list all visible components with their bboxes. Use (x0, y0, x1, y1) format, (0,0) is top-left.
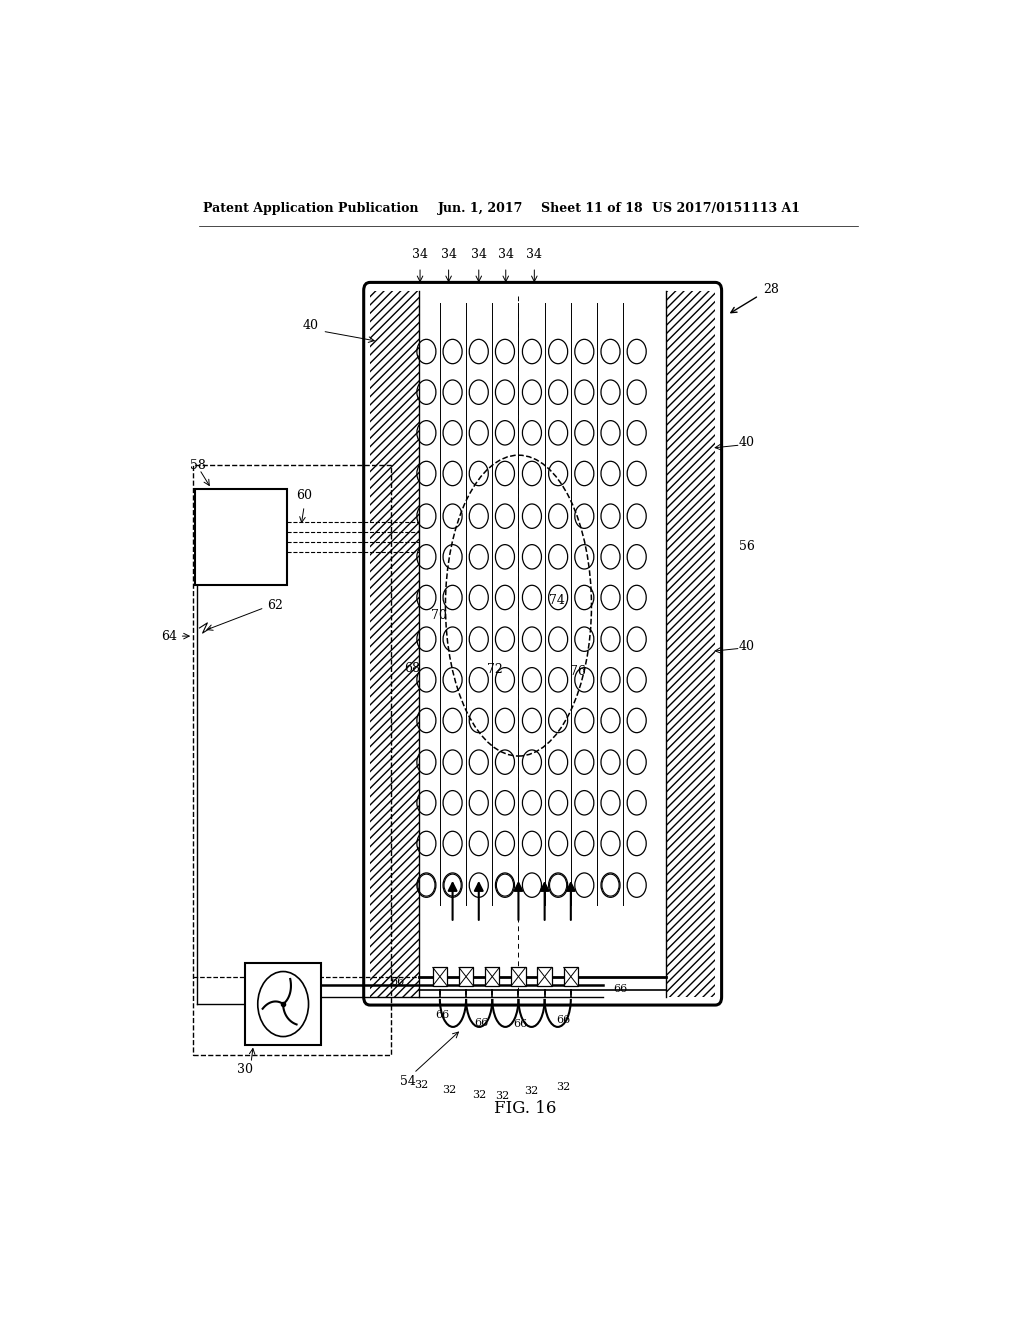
Bar (196, 488, 287, 585)
Text: 66: 66 (435, 1010, 450, 1020)
Text: 66: 66 (474, 1018, 488, 1028)
Text: 66: 66 (514, 1019, 528, 1030)
Text: Jun. 1, 2017: Jun. 1, 2017 (437, 202, 523, 215)
Text: 34: 34 (412, 248, 428, 261)
Text: 58: 58 (189, 459, 206, 471)
Text: 32: 32 (556, 1082, 570, 1093)
Text: 34: 34 (471, 248, 486, 261)
Text: 34: 34 (440, 248, 457, 261)
Bar (459, 968, 473, 986)
Bar (485, 968, 500, 986)
Text: 76: 76 (570, 665, 586, 678)
Text: 40: 40 (302, 318, 318, 331)
Text: 34: 34 (498, 248, 514, 261)
Text: 30: 30 (238, 1063, 254, 1076)
Text: 28: 28 (763, 282, 779, 296)
Bar (666, 290, 715, 997)
Text: Sheet 11 of 18: Sheet 11 of 18 (541, 202, 642, 215)
Text: 66: 66 (613, 983, 627, 994)
Text: 74: 74 (549, 594, 564, 607)
Text: US 2017/0151113 A1: US 2017/0151113 A1 (652, 202, 800, 215)
Text: 32: 32 (496, 1090, 510, 1101)
Text: 60: 60 (296, 490, 312, 503)
Text: Patent Application Publication: Patent Application Publication (204, 202, 419, 215)
Text: FIG. 16: FIG. 16 (494, 1101, 556, 1117)
Bar (538, 968, 552, 986)
Text: 64: 64 (161, 630, 177, 643)
Text: 66: 66 (556, 1015, 570, 1026)
Text: 66: 66 (391, 977, 404, 986)
Bar (370, 290, 419, 997)
Text: 34: 34 (526, 248, 543, 261)
Text: 32: 32 (442, 1085, 457, 1096)
Bar (433, 968, 447, 986)
Text: 32: 32 (415, 1080, 429, 1090)
Bar (194, 466, 391, 1055)
Text: 32: 32 (472, 1089, 486, 1100)
Text: 54: 54 (400, 1074, 416, 1088)
FancyBboxPatch shape (364, 282, 722, 1005)
Bar (246, 964, 321, 1044)
Text: 72: 72 (486, 663, 503, 676)
Text: 56: 56 (739, 540, 755, 553)
Text: 70: 70 (431, 610, 447, 622)
Bar (563, 968, 578, 986)
Text: 68: 68 (404, 663, 420, 675)
Text: 40: 40 (739, 640, 755, 653)
Text: 62: 62 (267, 599, 283, 612)
Text: 32: 32 (524, 1086, 539, 1097)
Text: 40: 40 (739, 437, 755, 450)
Bar (511, 968, 525, 986)
